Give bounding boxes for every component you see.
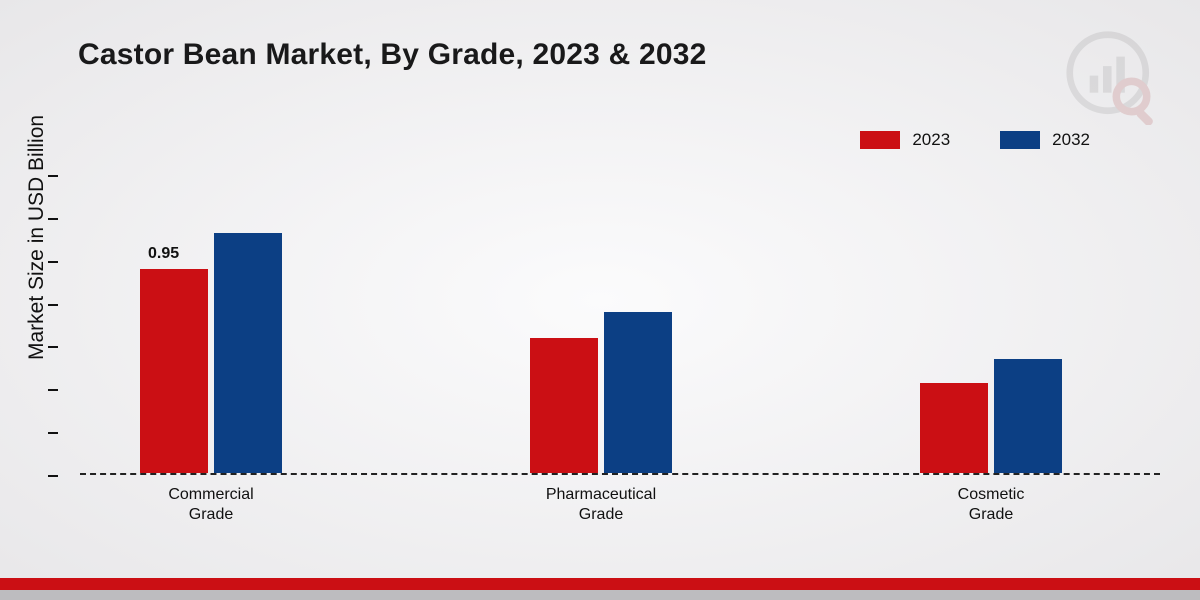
bar xyxy=(604,312,672,473)
footer-bar-grey xyxy=(0,590,1200,600)
legend-label: 2023 xyxy=(912,130,950,150)
bar-group xyxy=(920,359,1062,473)
bar xyxy=(214,233,282,473)
bar xyxy=(994,359,1062,473)
bar-value-label: 0.95 xyxy=(148,245,179,263)
y-tick xyxy=(48,218,58,220)
y-axis-label: Market Size in USD Billion xyxy=(25,115,49,360)
bar xyxy=(920,383,988,473)
bar xyxy=(530,338,598,473)
brand-logo xyxy=(1065,30,1160,125)
y-tick xyxy=(48,346,58,348)
legend-item-2032: 2032 xyxy=(1000,130,1090,150)
legend-swatch xyxy=(1000,131,1040,149)
plot-area: Commercial GradePharmaceutical GradeCosm… xyxy=(80,175,1160,475)
y-tick xyxy=(48,175,58,177)
legend: 2023 2032 xyxy=(860,130,1090,150)
bar-group xyxy=(530,312,672,473)
legend-label: 2032 xyxy=(1052,130,1090,150)
y-axis-ticks xyxy=(48,175,68,475)
bar xyxy=(140,269,208,473)
y-tick xyxy=(48,475,58,477)
y-tick xyxy=(48,304,58,306)
x-axis-line xyxy=(80,473,1160,475)
y-tick xyxy=(48,432,58,434)
legend-swatch xyxy=(860,131,900,149)
chart-title: Castor Bean Market, By Grade, 2023 & 203… xyxy=(78,38,707,72)
y-tick xyxy=(48,261,58,263)
footer-bar-red xyxy=(0,578,1200,590)
bar-group xyxy=(140,233,282,473)
y-tick xyxy=(48,389,58,391)
x-axis-label: Cosmetic Grade xyxy=(920,485,1062,525)
x-axis-label: Pharmaceutical Grade xyxy=(530,485,672,525)
legend-item-2023: 2023 xyxy=(860,130,950,150)
x-axis-label: Commercial Grade xyxy=(140,485,282,525)
